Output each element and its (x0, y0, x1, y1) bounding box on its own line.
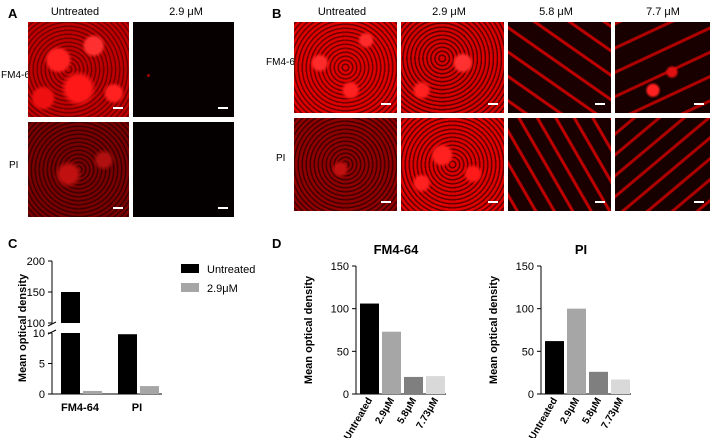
x-tick-label: 5.8μM (580, 396, 604, 426)
y-tick-label: 0 (528, 389, 534, 401)
y-tick-label: 100 (331, 304, 349, 316)
micrograph-b-pi-untreated (294, 118, 397, 211)
micrograph-b-fm464-7-7 (615, 22, 710, 113)
bar-untreated (360, 303, 379, 394)
panel-d-letter: D (272, 236, 282, 251)
bar-7-73-m (426, 376, 445, 394)
x-tick-label: 5.8μM (395, 396, 419, 426)
micrograph-b-fm464-untreated (294, 22, 397, 113)
micrograph-b-fm464-5-8 (508, 22, 611, 113)
bar-5-8-m (589, 371, 608, 394)
panel-b-row-pi: PI (276, 153, 286, 164)
x-tick-label: 2.9μM (373, 396, 397, 426)
micrograph-a-fm464-treated (133, 22, 234, 117)
y-tick-label: 100 (516, 304, 534, 316)
bar-untreated (61, 292, 80, 323)
y-tick-label: 150 (331, 261, 349, 273)
legend-label: 2.9μM (207, 283, 238, 295)
panel-a-col-2-9: 2.9 μM (169, 6, 203, 18)
micrograph-b-pi-7-7 (615, 118, 710, 211)
y-tick-label: 100 (27, 318, 45, 330)
bar-5-8-m (404, 376, 423, 394)
micrograph-b-pi-5-8 (508, 118, 611, 211)
y-tick-label: 150 (516, 261, 534, 273)
x-tick-label: Untreated (527, 396, 560, 438)
legend-swatch (181, 264, 199, 273)
panel-b-col-5-8: 5.8 μM (539, 6, 573, 18)
panel-a-col-untreated: Untreated (50, 6, 100, 18)
panel-b-row-fm464: FM4-64 (266, 57, 301, 68)
chart-title: PI (575, 242, 587, 257)
panel-b-col-7-7: 7.7 μM (646, 6, 680, 18)
micrograph-b-fm464-2-9 (401, 22, 504, 113)
y-tick-label: 0 (39, 389, 45, 401)
micrograph-b-pi-2-9 (401, 118, 504, 211)
chart-d-pi: PI 0 50 100 150 Mean optical density Untreated… (488, 242, 631, 438)
x-tick-label: Untreated (342, 396, 375, 438)
bar-2-9-m (140, 386, 159, 394)
bar-7-73-m (611, 379, 630, 394)
panel-b-col-untreated: Untreated (317, 6, 367, 18)
y-tick-label: 50 (522, 346, 534, 358)
bar-untreated (61, 333, 80, 394)
chart-d-fm464: FM4-64 0 50 100 150 Mean optical density Untre… (303, 242, 446, 438)
y-axis-label: Mean optical density (17, 273, 29, 382)
bar-2-9-m (382, 331, 401, 394)
x-tick-label: PI (132, 402, 142, 414)
micrograph-a-pi-untreated (28, 122, 129, 217)
y-tick-label: 10 (33, 328, 45, 340)
bar-untreated (545, 341, 564, 394)
y-tick-label: 5 (39, 359, 45, 371)
y-tick-label: 150 (27, 287, 45, 299)
bar-2-9-m (567, 308, 586, 394)
legend-swatch (181, 283, 199, 292)
legend-label: Untreated (207, 264, 255, 276)
panel-b-letter: B (272, 6, 282, 21)
panel-b-col-2-9: 2.9 μM (432, 6, 466, 18)
x-tick-label: FM4-64 (61, 402, 100, 414)
x-tick-label: 2.9μM (558, 396, 582, 426)
y-tick-label: 200 (27, 256, 45, 268)
chart-c: 100 150 200 0 5 10 Mean optical density FM4-64 P… (17, 256, 255, 414)
y-axis-label: Mean optical density (488, 275, 500, 384)
panel-a-letter: A (8, 6, 18, 21)
panel-a-row-pi: PI (9, 160, 19, 171)
chart-title: FM4-64 (374, 242, 420, 257)
y-tick-label: 50 (337, 346, 349, 358)
bar-2-9-m (83, 390, 102, 394)
micrograph-a-pi-treated (133, 122, 234, 217)
micrograph-a-fm464-untreated (28, 22, 129, 117)
panel-a-row-fm464: FM4-64 (1, 70, 36, 81)
bar-untreated (118, 334, 137, 394)
y-tick-label: 0 (343, 389, 349, 401)
y-axis-label: Mean optical density (303, 275, 315, 384)
panel-c-letter: C (8, 236, 18, 251)
axis-break-mark (47, 321, 57, 327)
